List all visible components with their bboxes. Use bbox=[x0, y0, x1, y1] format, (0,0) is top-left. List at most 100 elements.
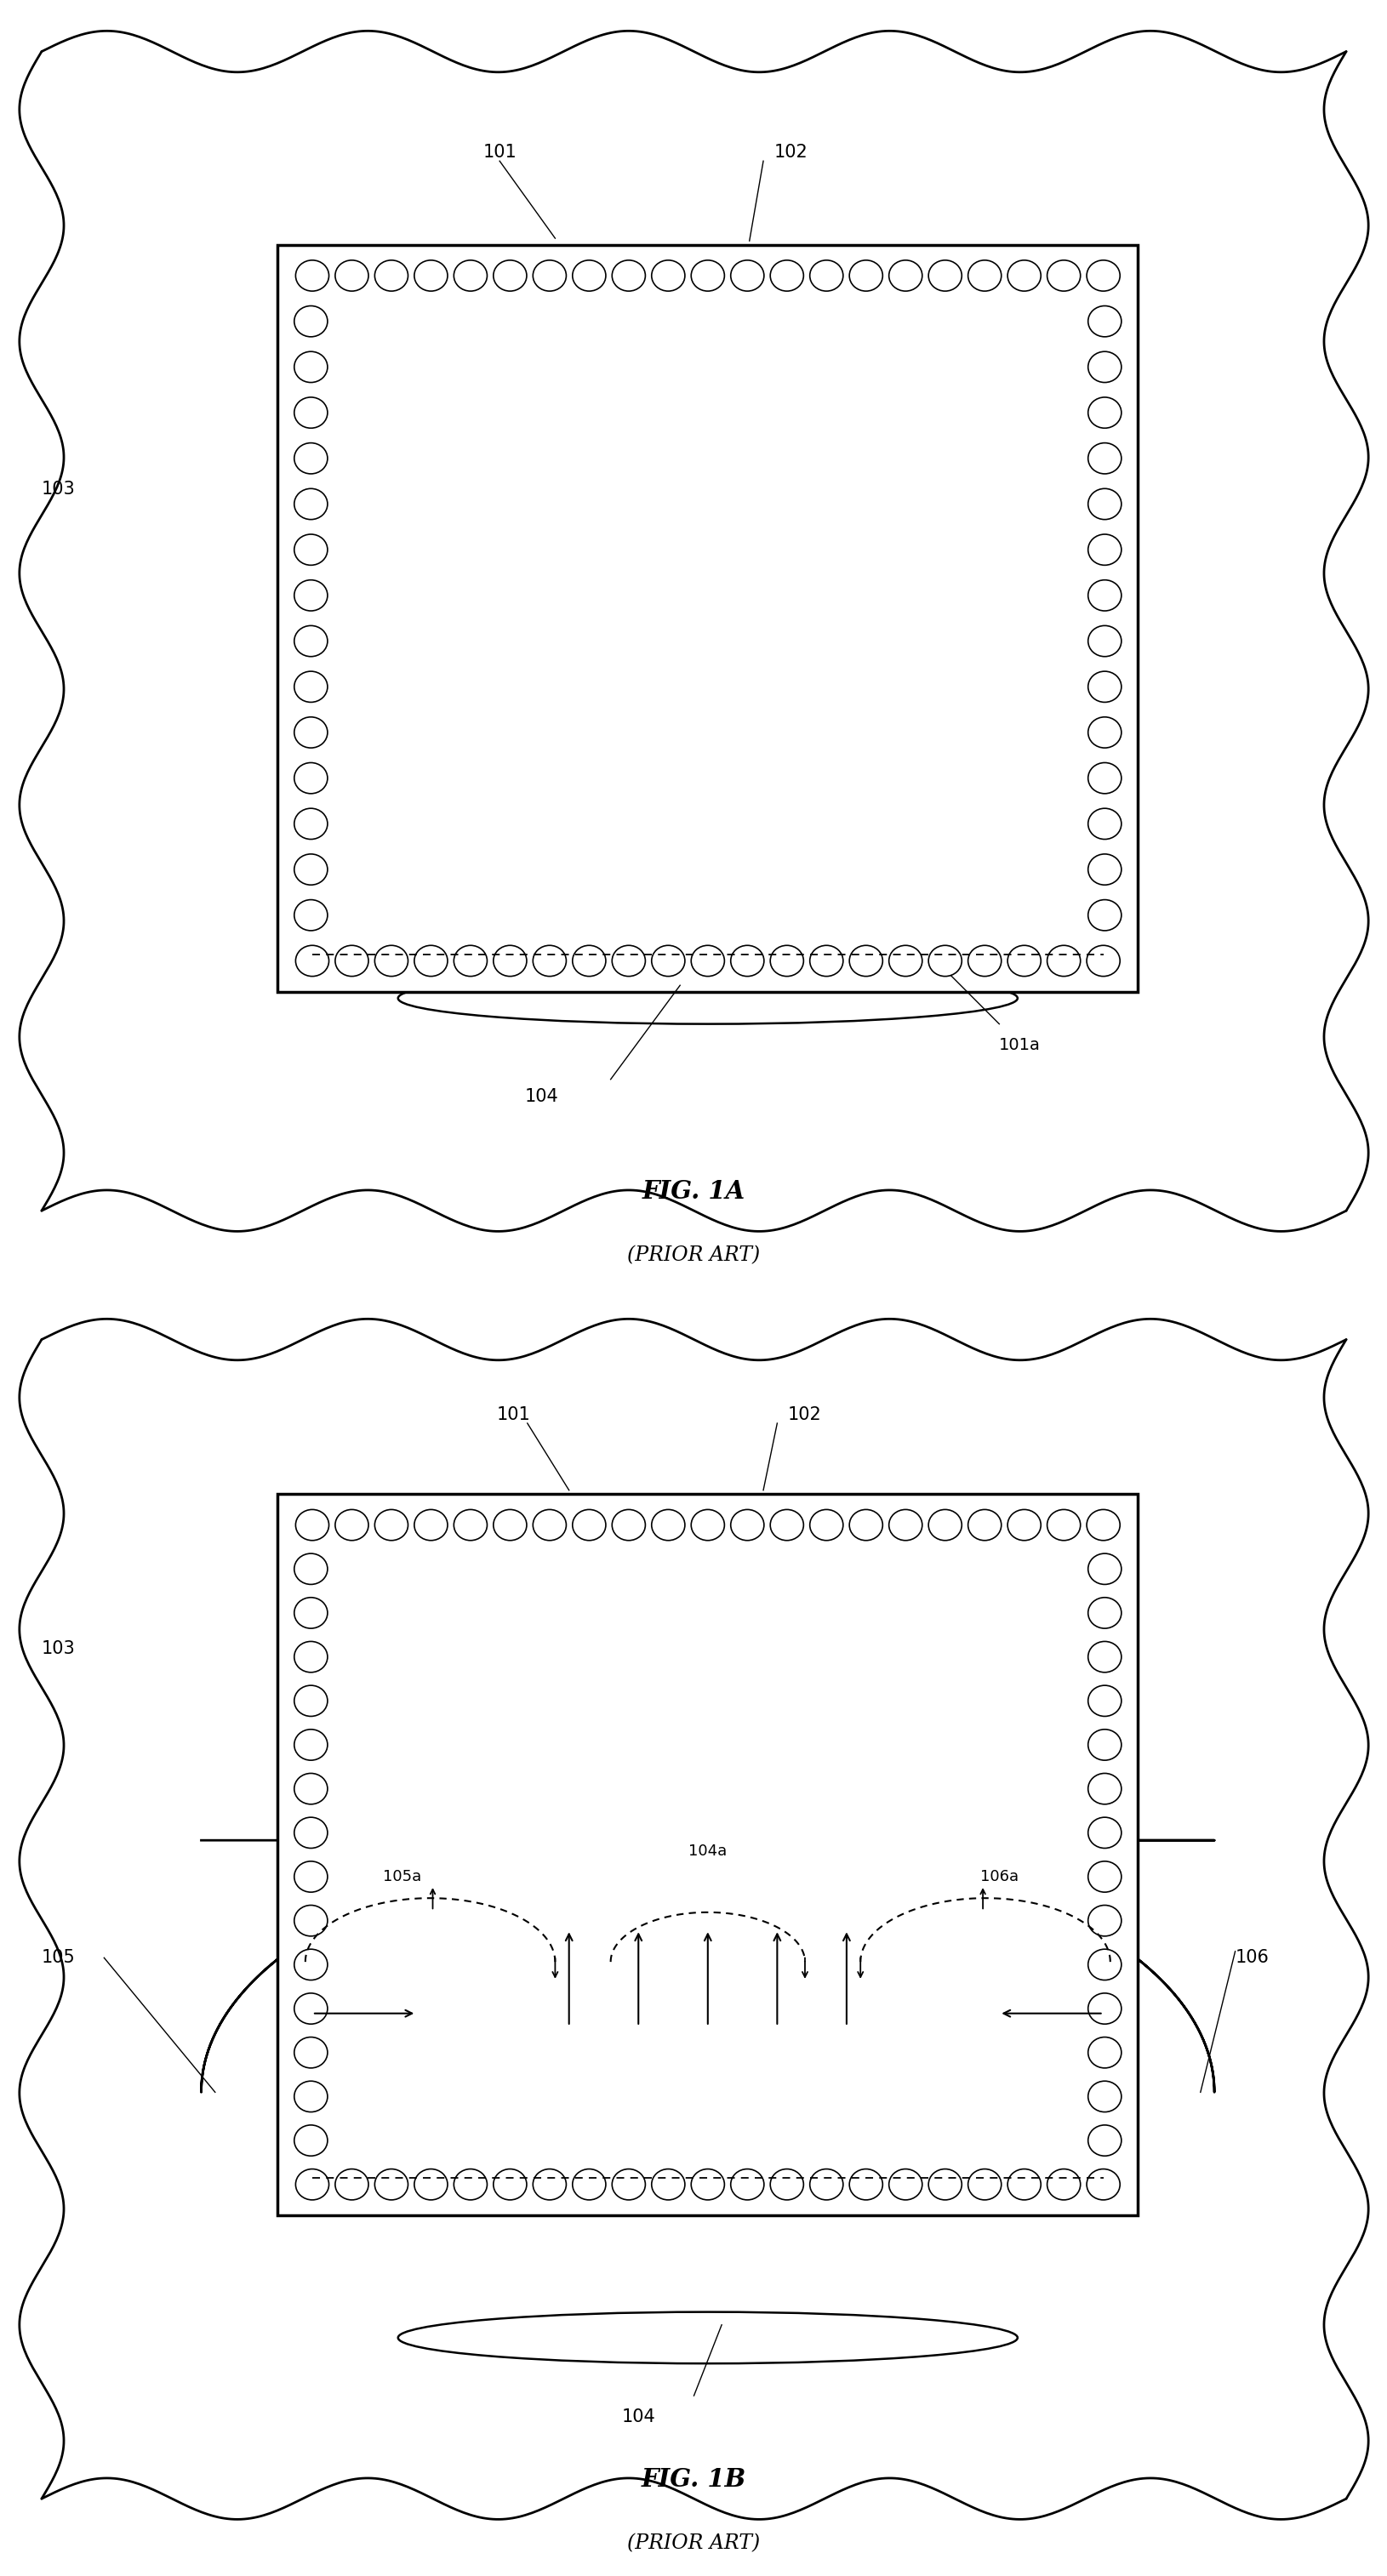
Circle shape bbox=[1087, 716, 1121, 747]
Circle shape bbox=[294, 443, 327, 474]
Circle shape bbox=[888, 945, 921, 976]
Circle shape bbox=[1087, 397, 1121, 428]
Circle shape bbox=[730, 1510, 763, 1540]
Circle shape bbox=[770, 1510, 803, 1540]
Text: 104: 104 bbox=[524, 1087, 558, 1105]
Circle shape bbox=[1087, 489, 1121, 520]
Text: 105: 105 bbox=[42, 1950, 75, 1965]
Circle shape bbox=[294, 809, 327, 840]
Circle shape bbox=[294, 1950, 327, 1981]
Circle shape bbox=[691, 1510, 724, 1540]
Circle shape bbox=[1087, 899, 1121, 930]
Circle shape bbox=[730, 260, 763, 291]
Circle shape bbox=[967, 1510, 1000, 1540]
Circle shape bbox=[730, 2169, 763, 2200]
Circle shape bbox=[294, 397, 327, 428]
Text: 103: 103 bbox=[42, 482, 75, 497]
Circle shape bbox=[294, 307, 327, 337]
Circle shape bbox=[294, 2081, 327, 2112]
Circle shape bbox=[809, 945, 842, 976]
Circle shape bbox=[294, 1862, 327, 1893]
Circle shape bbox=[294, 855, 327, 886]
Ellipse shape bbox=[398, 971, 1017, 1023]
Circle shape bbox=[1087, 2125, 1121, 2156]
Circle shape bbox=[294, 1994, 327, 2025]
Circle shape bbox=[294, 1906, 327, 1937]
Circle shape bbox=[295, 260, 329, 291]
Text: 101: 101 bbox=[497, 1406, 530, 1422]
Circle shape bbox=[1087, 350, 1121, 381]
Circle shape bbox=[849, 945, 882, 976]
Circle shape bbox=[651, 260, 684, 291]
Circle shape bbox=[1086, 260, 1119, 291]
Text: 105a: 105a bbox=[383, 1870, 422, 1886]
Circle shape bbox=[374, 260, 408, 291]
Circle shape bbox=[494, 1510, 527, 1540]
Circle shape bbox=[494, 260, 527, 291]
Ellipse shape bbox=[398, 2313, 1017, 2365]
Circle shape bbox=[336, 1510, 369, 1540]
Bar bbox=[277, 245, 1137, 992]
Circle shape bbox=[1046, 260, 1079, 291]
Circle shape bbox=[1087, 1685, 1121, 1716]
Circle shape bbox=[533, 1510, 566, 1540]
Circle shape bbox=[730, 945, 763, 976]
Circle shape bbox=[888, 1510, 921, 1540]
Circle shape bbox=[1087, 1816, 1121, 1847]
Text: 102: 102 bbox=[774, 144, 807, 160]
Circle shape bbox=[294, 899, 327, 930]
Circle shape bbox=[294, 489, 327, 520]
Circle shape bbox=[294, 533, 327, 564]
Circle shape bbox=[651, 945, 684, 976]
Circle shape bbox=[571, 2169, 605, 2200]
Circle shape bbox=[612, 260, 645, 291]
Circle shape bbox=[454, 2169, 487, 2200]
Circle shape bbox=[494, 2169, 527, 2200]
Circle shape bbox=[770, 945, 803, 976]
Circle shape bbox=[294, 2125, 327, 2156]
Circle shape bbox=[967, 2169, 1000, 2200]
Circle shape bbox=[1087, 809, 1121, 840]
Circle shape bbox=[413, 1510, 447, 1540]
Circle shape bbox=[1087, 2081, 1121, 2112]
Circle shape bbox=[1046, 945, 1079, 976]
Circle shape bbox=[1087, 1994, 1121, 2025]
Circle shape bbox=[849, 1510, 882, 1540]
Circle shape bbox=[928, 2169, 961, 2200]
Text: 104a: 104a bbox=[688, 1844, 727, 1860]
Circle shape bbox=[1087, 1950, 1121, 1981]
Circle shape bbox=[294, 2038, 327, 2069]
Circle shape bbox=[336, 260, 369, 291]
Circle shape bbox=[374, 2169, 408, 2200]
Circle shape bbox=[374, 1510, 408, 1540]
Circle shape bbox=[494, 945, 527, 976]
Circle shape bbox=[928, 260, 961, 291]
Circle shape bbox=[1007, 2169, 1040, 2200]
Circle shape bbox=[533, 945, 566, 976]
Circle shape bbox=[691, 260, 724, 291]
Circle shape bbox=[454, 945, 487, 976]
Circle shape bbox=[1087, 626, 1121, 657]
Circle shape bbox=[374, 945, 408, 976]
Circle shape bbox=[1087, 1641, 1121, 1672]
Circle shape bbox=[809, 1510, 842, 1540]
Circle shape bbox=[295, 945, 329, 976]
Text: 103: 103 bbox=[42, 1641, 75, 1656]
Circle shape bbox=[691, 945, 724, 976]
Circle shape bbox=[1087, 855, 1121, 886]
Circle shape bbox=[1087, 2038, 1121, 2069]
Circle shape bbox=[651, 1510, 684, 1540]
Circle shape bbox=[967, 945, 1000, 976]
Circle shape bbox=[294, 1728, 327, 1759]
Circle shape bbox=[413, 260, 447, 291]
Text: 101a: 101a bbox=[999, 1036, 1040, 1054]
Circle shape bbox=[294, 1553, 327, 1584]
Circle shape bbox=[413, 945, 447, 976]
Circle shape bbox=[294, 580, 327, 611]
Circle shape bbox=[571, 1510, 605, 1540]
Circle shape bbox=[294, 626, 327, 657]
Circle shape bbox=[1087, 1906, 1121, 1937]
Text: FIG. 1A: FIG. 1A bbox=[642, 1180, 745, 1203]
Circle shape bbox=[770, 2169, 803, 2200]
Circle shape bbox=[1087, 672, 1121, 703]
